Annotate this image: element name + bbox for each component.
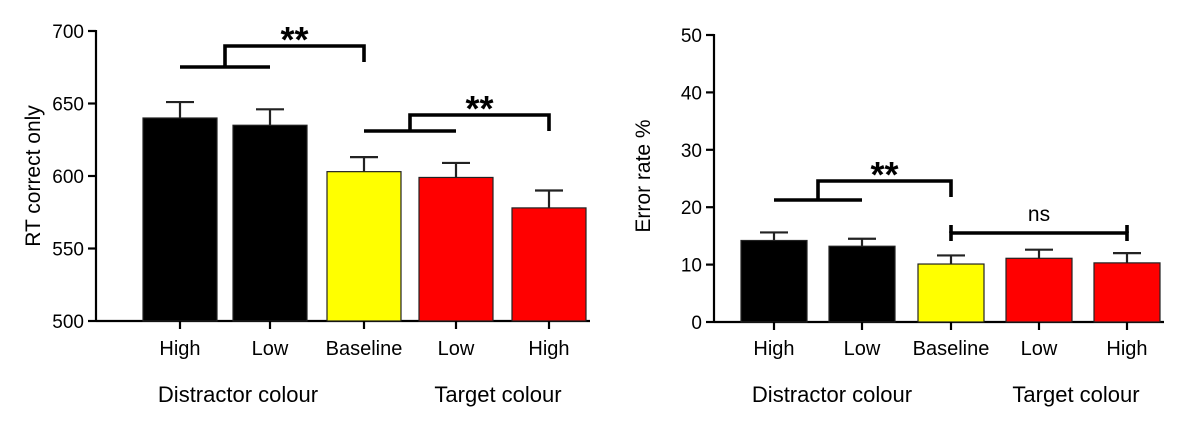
error-y-tick-label: 10 — [681, 256, 702, 277]
rt-group-label-distractor: Distractor colour — [158, 382, 318, 407]
rt-sig-label: ** — [280, 19, 308, 60]
error-y-tick-label: 0 — [691, 313, 702, 334]
error-y-tick-label: 50 — [681, 26, 702, 47]
rt-bar — [511, 207, 587, 322]
rt-chart: RT correct only Distractor colour Target… — [22, 19, 590, 407]
rt-sig-bracket — [408, 113, 551, 131]
error-sig-label: ** — [870, 154, 898, 195]
error-bar — [917, 263, 985, 323]
rt-bar — [326, 171, 402, 322]
error-y-tick-label: 40 — [681, 83, 702, 104]
error-category-label: Low — [1021, 338, 1058, 360]
error-y-tick-label: 20 — [681, 198, 702, 219]
error-category-label: High — [1106, 338, 1147, 360]
rt-sig-bracket — [223, 44, 366, 67]
rt-y-axis-label: RT correct only — [22, 105, 45, 247]
rt-y-tick-label: 500 — [52, 312, 84, 333]
rt-category-label: High — [159, 338, 200, 360]
rt-y-tick-label: 700 — [52, 22, 84, 43]
rt-bar — [418, 176, 494, 322]
rt-bar — [232, 124, 308, 322]
rt-category-label: High — [528, 338, 569, 360]
error-category-label: Low — [844, 338, 881, 360]
rt-y-tick-label: 550 — [52, 240, 84, 261]
error-group-label-target: Target colour — [1012, 382, 1139, 407]
rt-category-label: Low — [438, 338, 475, 360]
rt-y-tick-label: 650 — [52, 95, 84, 116]
rt-category-label: Low — [252, 338, 289, 360]
error-group-label-distractor: Distractor colour — [752, 382, 912, 407]
rt-bar — [142, 117, 218, 322]
rt-sig-label: ** — [465, 88, 493, 129]
error-category-label: High — [753, 338, 794, 360]
error-y-axis-label: Error rate % — [632, 119, 655, 232]
error-category-label: Baseline — [913, 338, 990, 360]
error-bar — [1093, 262, 1161, 323]
error-rate-chart: Error rate % Distractor colour Target co… — [632, 26, 1164, 407]
error-bar — [740, 239, 808, 323]
rt-y-tick-label: 600 — [52, 167, 84, 188]
error-bar — [828, 245, 896, 323]
error-y-tick-label: 30 — [681, 141, 702, 162]
error-sig-bracket — [816, 179, 953, 200]
error-bar — [1005, 257, 1073, 323]
error-sig-label: ns — [1028, 203, 1050, 226]
rt-category-label: Baseline — [326, 338, 403, 360]
error-sig-bracket — [949, 231, 1129, 241]
rt-group-label-target: Target colour — [434, 382, 561, 407]
